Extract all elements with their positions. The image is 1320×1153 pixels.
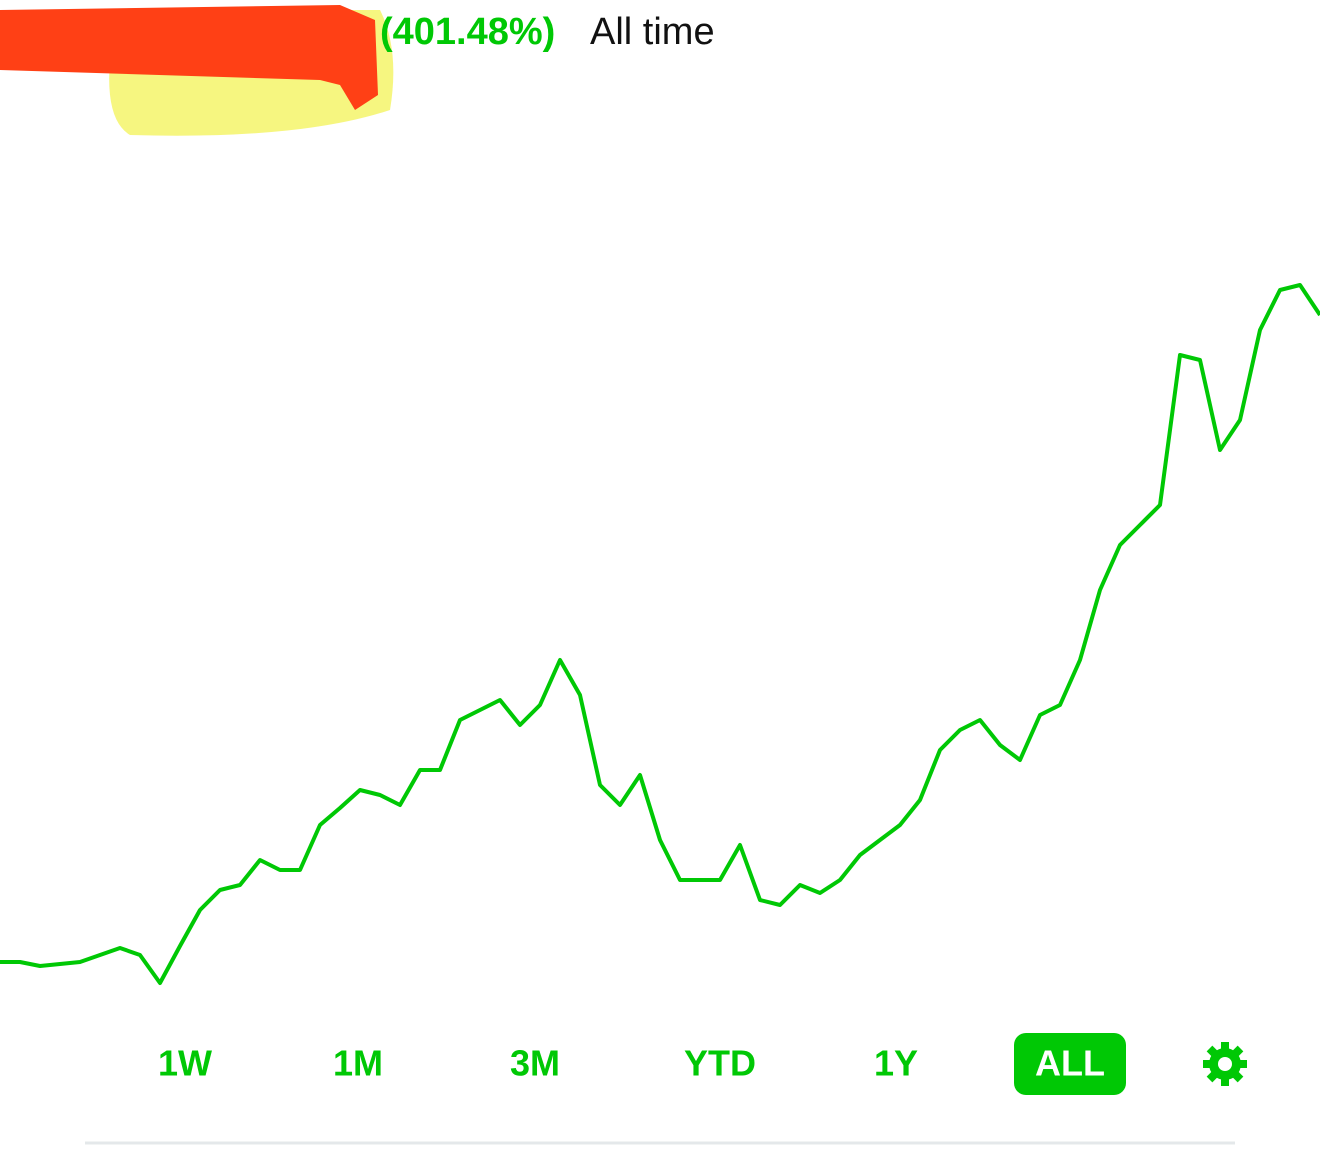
price-line: [0, 283, 1320, 985]
settings-gear[interactable]: [1203, 1042, 1247, 1086]
range-selected-bg: [1014, 1033, 1126, 1095]
change-percent: (401.48%): [380, 11, 555, 53]
range-button[interactable]: 1Y: [874, 1043, 918, 1084]
range-button[interactable]: ALL: [1035, 1043, 1105, 1084]
range-selector: 1W 1M 3M YTD 1Y ALL: [158, 1033, 1126, 1095]
chart: [0, 283, 1320, 985]
range-button[interactable]: 1W: [158, 1043, 212, 1084]
redaction-scribble: [0, 5, 378, 110]
range-button[interactable]: 3M: [510, 1043, 560, 1084]
range-button[interactable]: 1M: [333, 1043, 383, 1084]
period-label: All time: [590, 11, 715, 53]
range-button[interactable]: YTD: [684, 1043, 756, 1084]
